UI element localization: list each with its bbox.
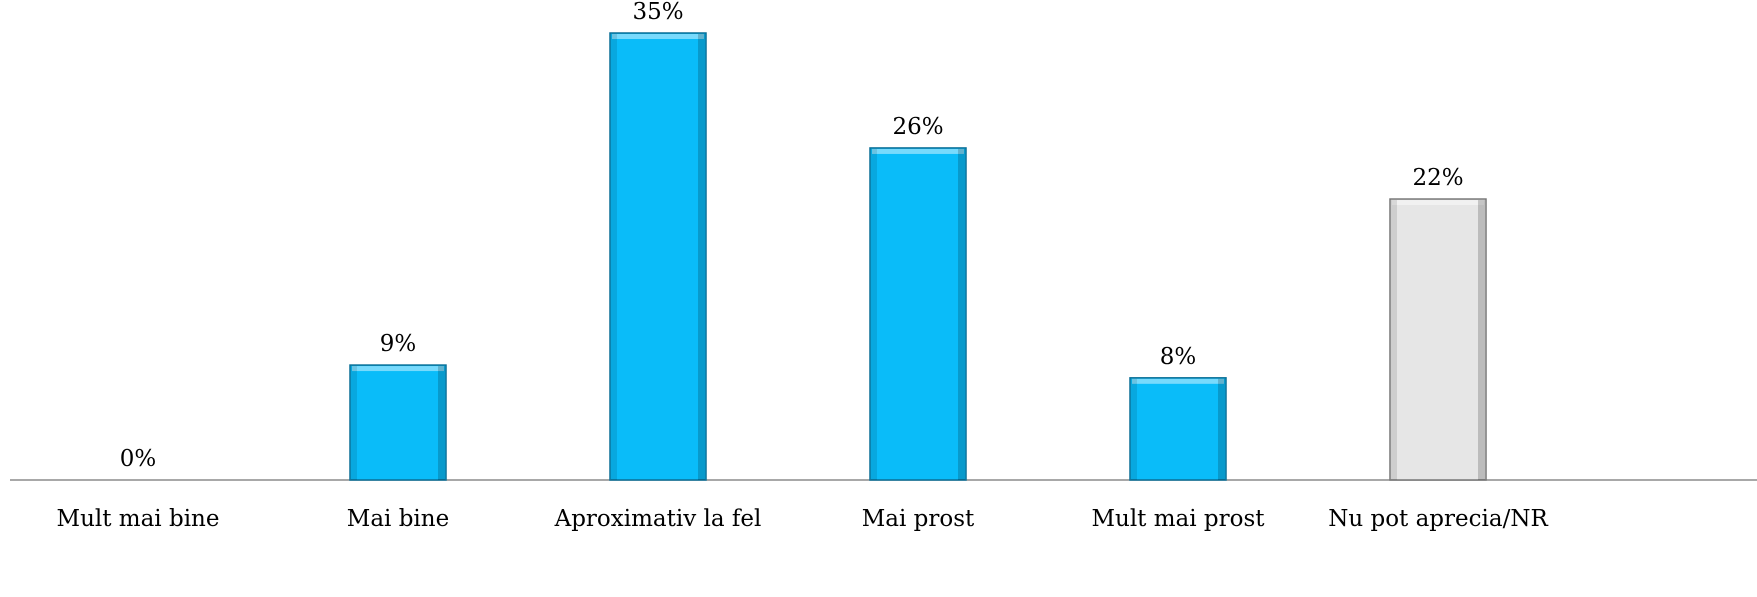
bar — [609, 32, 707, 481]
bar-highlight — [872, 148, 964, 154]
bar-shade — [1131, 378, 1137, 480]
bar-shade — [1218, 378, 1225, 480]
data-label: 35% — [632, 0, 683, 25]
data-label: 22% — [1412, 165, 1463, 191]
x-tick-label: Mult mai bine — [57, 506, 220, 532]
bar — [869, 147, 967, 481]
bar-shade — [698, 34, 705, 480]
bar-shade — [351, 366, 357, 480]
bar-shade — [1391, 200, 1397, 480]
bar-highlight — [612, 34, 704, 39]
x-tick-label: Mult mai prost — [1091, 506, 1265, 532]
bar-shade — [438, 366, 445, 480]
bar-shade — [611, 34, 617, 480]
bar-shade — [958, 148, 965, 480]
bar-shade — [871, 148, 877, 480]
bar — [1389, 198, 1487, 481]
bar — [349, 364, 447, 481]
bar-highlight — [1132, 378, 1224, 384]
bar-highlight — [352, 366, 444, 372]
bar-highlight — [1392, 200, 1484, 206]
bar-shade — [1478, 200, 1485, 480]
bar — [1129, 377, 1227, 481]
data-label: 8% — [1160, 344, 1197, 370]
data-label: 26% — [892, 114, 943, 140]
data-label: 9% — [380, 331, 417, 357]
x-tick-label: Aproximativ la fel — [554, 506, 762, 532]
x-tick-label: Nu pot aprecia/NR — [1328, 506, 1548, 532]
x-tick-label: Mai bine — [347, 506, 449, 532]
x-tick-label: Mai prost — [862, 506, 975, 532]
data-label: 0% — [120, 446, 157, 472]
